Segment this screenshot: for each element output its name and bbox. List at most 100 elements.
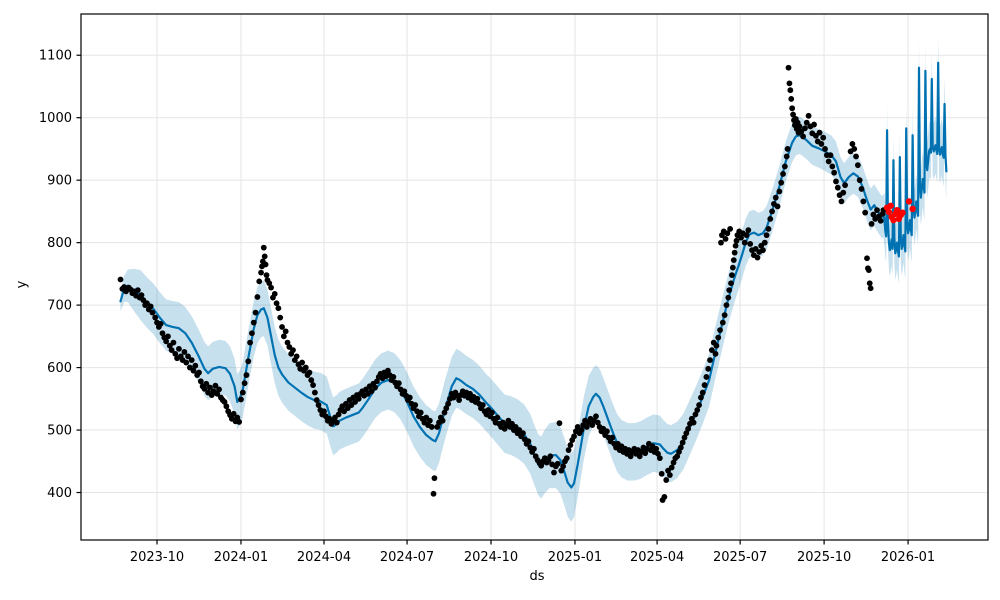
actual-point [831,169,838,176]
actual-point [321,408,327,415]
actual-point [258,269,264,276]
actual-point [677,444,684,451]
actual-point [525,438,532,445]
actual-point [715,334,722,341]
y-tick-label: 400 [47,486,72,501]
actual-point [163,338,170,345]
actual-point [778,179,785,186]
y-tick-label: 700 [47,299,72,314]
y-tick-label: 1100 [39,49,72,64]
actual-point [708,347,715,353]
actual-point [565,447,572,453]
actual-point [284,339,291,346]
actual-point [538,462,545,469]
actual-point [239,389,246,396]
actual-point [730,257,737,264]
actual-point [282,328,289,335]
actual-point [277,314,284,321]
actual-point [520,430,526,437]
actual-point [698,394,704,401]
actual-point [785,64,792,71]
actual-point [803,119,810,126]
actual-point [197,378,204,385]
actual-point [310,382,316,388]
actual-point [315,402,322,408]
actual-point [747,240,754,247]
actual-point [261,253,268,260]
actual-point [707,357,713,363]
actual-point [820,134,827,141]
y-tick-label: 600 [47,361,72,376]
actual-point [547,453,554,460]
actual-point [674,453,681,460]
actual-point [406,394,413,401]
actual-point [653,445,660,452]
actual-point [609,434,616,441]
actual-point [249,330,255,337]
actual-point [474,395,481,402]
actual-point [721,312,728,319]
actual-point [719,319,726,326]
actual-point [825,158,832,165]
actual-point [800,133,807,140]
x-tick-label: 2023-10 [130,550,184,565]
actual-point [593,413,599,420]
anomaly-point [890,216,897,224]
anomaly-point [899,209,906,216]
actual-point [761,239,768,246]
actual-point [395,380,402,387]
actual-point [311,389,318,396]
actual-point [230,410,237,417]
actual-point [765,226,772,232]
actual-point [299,359,306,366]
actual-point [152,314,159,321]
actual-point [302,364,309,371]
actual-point [134,287,141,294]
actual-point [263,272,270,279]
actual-point [834,184,841,191]
actual-point [661,494,668,500]
x-tick-label: 2025-07 [713,550,767,565]
actual-point [833,178,839,185]
actual-point [786,80,793,87]
actual-point [368,388,375,395]
actual-point [696,402,702,408]
actual-point [571,433,577,440]
actual-point [728,280,734,287]
x-tick-label: 2024-10 [464,550,518,565]
actual-point [243,372,250,378]
actual-point [216,386,222,393]
actual-point [676,449,682,455]
uncertainty-band [120,34,947,522]
actual-point [168,347,175,353]
actual-point [738,234,744,241]
actual-point [729,264,736,271]
actual-point [717,327,723,333]
actual-point [683,430,690,437]
actual-point [870,211,877,218]
actual-point [796,123,803,130]
actual-point [769,208,775,215]
actual-point [666,472,673,478]
actual-point [308,377,315,383]
actual-point [767,216,774,222]
actual-point [780,171,786,177]
actual-point [805,112,812,119]
x-tick-label: 2026-01 [881,550,935,565]
x-tick-label: 2024-07 [380,550,434,565]
actual-point [840,189,847,196]
actual-point [594,419,601,426]
actual-point [725,294,732,301]
actual-point [268,284,274,291]
actual-point [165,333,171,340]
actual-point [690,419,697,426]
actual-point [489,409,495,416]
actual-point [441,409,448,416]
actual-point [390,374,397,380]
actual-point [149,309,156,316]
actual-point [604,428,610,435]
actual-point [856,177,863,184]
actual-point [726,287,733,294]
actual-point [551,469,557,476]
